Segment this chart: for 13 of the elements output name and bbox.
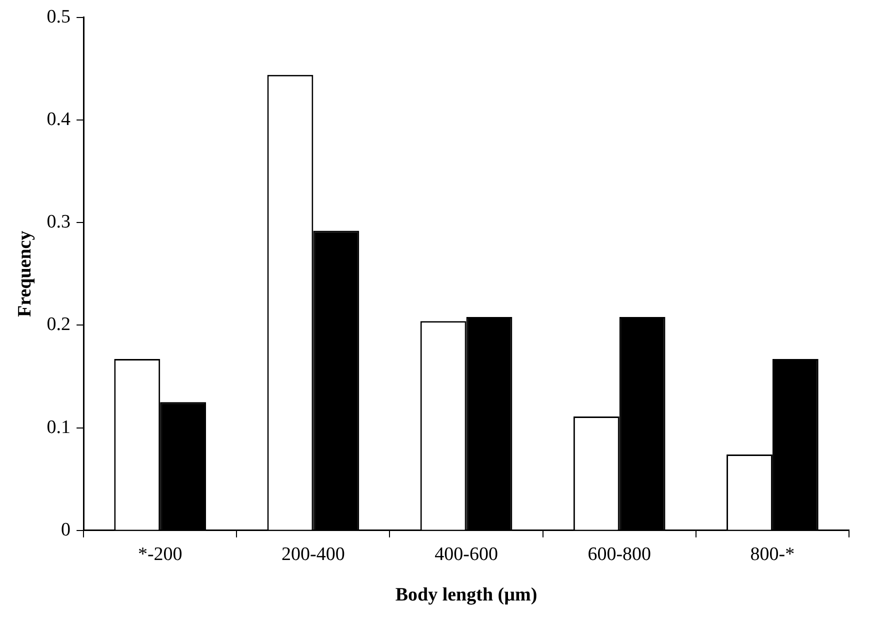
y-axis-title: Frequency <box>14 230 36 317</box>
y-tick-label: 0.3 <box>46 212 71 233</box>
x-tick-label: 800-* <box>750 544 795 565</box>
y-tick-label: 0.4 <box>46 108 72 130</box>
x-tick-label: 200-400 <box>282 544 345 565</box>
y-tick-label: 0 <box>61 519 71 540</box>
x-axis-title: Body length (µm) <box>395 584 538 606</box>
x-tick-label: 600-800 <box>588 544 652 565</box>
x-tick-label: 400-600 <box>434 544 498 565</box>
x-tick-label: *-200 <box>138 544 182 565</box>
y-tick-label: 0.5 <box>46 6 71 28</box>
y-tick-label: 0.2 <box>46 314 71 336</box>
y-tick-label: 0.1 <box>46 416 71 438</box>
